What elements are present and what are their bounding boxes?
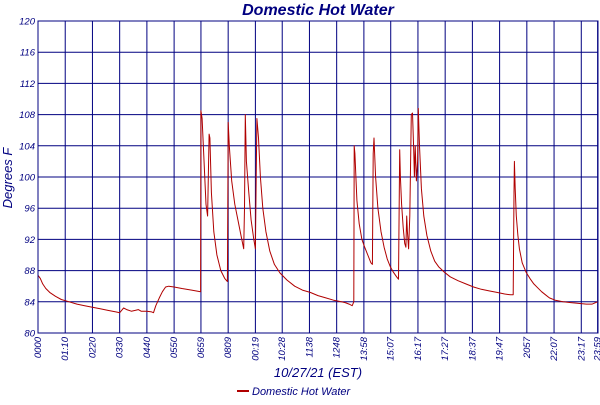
chart-title: Domestic Hot Water: [242, 2, 395, 19]
y-tick-label: 84: [24, 297, 35, 308]
y-tick-label: 112: [20, 79, 36, 90]
y-tick-label: 120: [19, 17, 36, 28]
x-tick-label: 15:07: [386, 336, 397, 360]
legend-label: Domestic Hot Water: [252, 386, 352, 398]
legend: Domestic Hot Water: [237, 386, 352, 398]
x-tick-label: 1138: [304, 336, 315, 357]
y-tick-label: 116: [20, 48, 36, 59]
x-tick-label: 22:07: [549, 336, 560, 361]
x-tick-label: 0809: [223, 336, 234, 358]
x-tick-label: 2057: [522, 336, 533, 359]
x-tick-label: 13:58: [359, 336, 370, 360]
x-tick-label: 1248: [332, 336, 343, 358]
x-tick-label: 0220: [87, 336, 98, 358]
y-tick-label: 88: [24, 266, 35, 277]
x-tick-label: 19:47: [495, 336, 506, 360]
y-tick-labels: 80 84 88 92 96 100 104 108 112 116 120: [19, 17, 36, 340]
series-line-domestic-hot-water: [37, 107, 598, 314]
x-tick-label: 10:28: [277, 336, 288, 360]
x-axis-title: 10/27/21 (EST): [274, 365, 362, 380]
x-tick-labels: 0000 01:10 0220 0330 0440 0550 0659 0809 00:19 10…: [33, 336, 600, 361]
y-tick-label: 92: [24, 235, 35, 246]
plot-frame: [37, 20, 599, 334]
x-tick-label: 0659: [196, 336, 207, 358]
y-tick-label: 108: [19, 110, 36, 121]
x-tick-label: 0440: [142, 336, 153, 358]
x-tick-label: 00:19: [250, 336, 261, 360]
y-tick-label: 100: [19, 173, 36, 184]
x-tick-label: 01:10: [60, 336, 71, 360]
x-tick-label: 0550: [169, 336, 180, 358]
x-tick-label: 0000: [33, 336, 44, 358]
y-axis-title: Degrees F: [0, 147, 15, 209]
y-tick-label: 104: [19, 141, 35, 152]
x-tick-label: 23:17: [576, 336, 587, 361]
x-tick-label: 23:59: [593, 336, 600, 361]
y-tick-label: 80: [24, 329, 35, 340]
x-tick-label: 0330: [115, 336, 126, 358]
x-tick-label: 18:37: [467, 336, 478, 360]
x-tick-label: 16:17: [413, 336, 424, 360]
x-tick-label: 17:27: [440, 336, 451, 360]
y-tick-label: 96: [24, 204, 35, 215]
